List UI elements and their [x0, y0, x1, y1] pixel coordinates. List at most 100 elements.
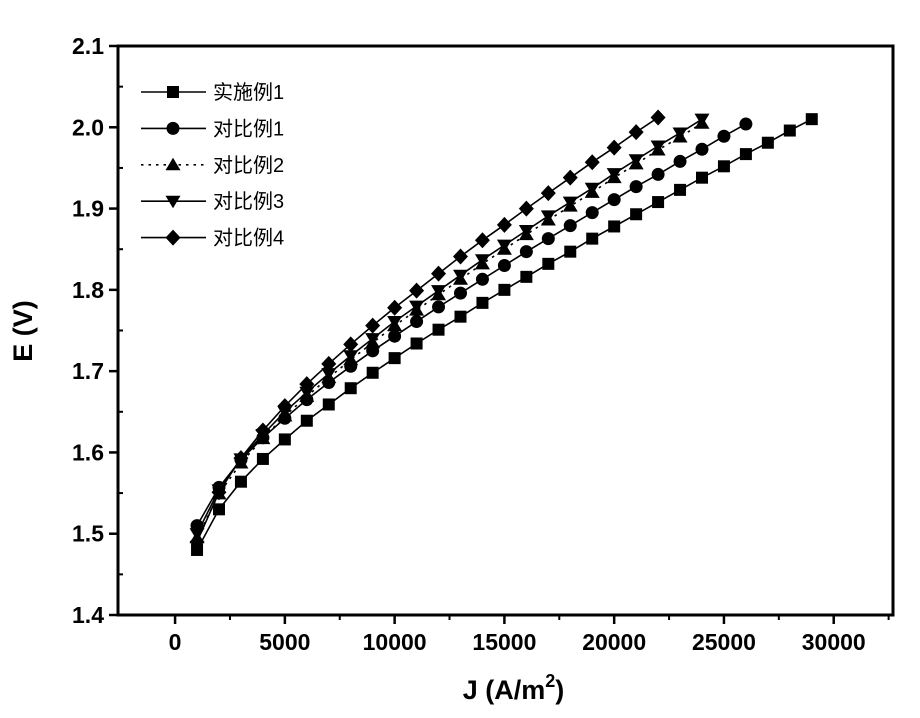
series-1-marker [673, 154, 687, 168]
series-4-marker [387, 299, 403, 316]
series-1-marker [717, 129, 731, 143]
y-tick-label: 1.4 [72, 602, 104, 628]
series-4-marker [211, 484, 227, 501]
y-tick-label: 2.1 [72, 33, 104, 59]
series-line-1 [196, 123, 747, 526]
x-tick-label: 10000 [363, 629, 427, 655]
series-1-marker [475, 272, 489, 286]
series-3-marker [628, 154, 644, 167]
series-1-marker [607, 193, 621, 207]
series-3-marker [672, 127, 688, 140]
series-0-marker [322, 398, 335, 411]
legend-label: 对比例2 [213, 154, 284, 177]
series-3-marker [409, 300, 425, 314]
y-tick-label: 1.7 [72, 358, 104, 384]
series-1-marker [519, 245, 533, 259]
series-0-marker [805, 113, 818, 126]
y-tick-label: 1.8 [72, 277, 104, 303]
series-3-marker [540, 210, 556, 223]
series-0-marker [520, 270, 533, 283]
legend-marker-triangle-up [165, 157, 181, 171]
series-4-marker [606, 139, 622, 156]
series-4-marker [233, 450, 249, 467]
series-line-4 [196, 116, 659, 543]
x-tick-label: 15000 [472, 629, 536, 655]
series-0-marker [432, 323, 445, 336]
series-0-marker [498, 283, 511, 296]
series-3-marker [606, 168, 622, 181]
series-3-marker [694, 113, 710, 127]
legend-marker-triangle-down [165, 195, 181, 209]
x-tick-label: 20000 [582, 629, 646, 655]
series-0-marker [256, 452, 269, 465]
series-4-marker [343, 336, 359, 353]
series-4-marker [540, 185, 556, 202]
x-tick-label: 25000 [692, 629, 756, 655]
x-tick-label: 5000 [259, 629, 310, 655]
series-1-marker [563, 219, 577, 233]
series-0-marker [410, 337, 423, 350]
series-0-marker [608, 220, 621, 233]
series-4-marker [562, 169, 578, 186]
series-4-marker [299, 376, 315, 393]
series-0-marker [476, 296, 489, 309]
series-0-marker [761, 136, 774, 149]
series-0-marker [739, 148, 752, 161]
x-tick-label: 30000 [802, 629, 866, 655]
series-4-marker [409, 282, 425, 299]
legend-label: 对比例3 [213, 190, 284, 213]
series-1-marker [497, 258, 511, 272]
series-3-marker [562, 196, 578, 210]
legend-label: 对比例1 [213, 117, 284, 140]
series-3-marker [343, 350, 359, 363]
series-1-marker [541, 232, 555, 246]
series-3-marker [584, 182, 600, 196]
series-4-marker [321, 355, 337, 372]
series-1-marker [453, 286, 467, 300]
series-1-marker [388, 329, 402, 343]
series-0-marker [695, 171, 708, 184]
series-4-marker [277, 398, 293, 415]
series-0-marker [542, 257, 555, 270]
series-0-marker [586, 232, 599, 245]
series-1-marker [629, 180, 643, 194]
series-0-marker [783, 124, 796, 137]
series-3-marker [474, 254, 490, 267]
series-1-marker [695, 142, 709, 156]
series-0-marker [212, 503, 225, 516]
series-1-marker [410, 315, 424, 329]
series-0-marker [652, 196, 665, 209]
series-1-marker [739, 117, 753, 131]
legend-label: 实施例1 [213, 81, 284, 104]
series-4-marker [189, 533, 205, 550]
legend-marker-diamond [165, 229, 181, 246]
series-4-marker [365, 317, 381, 334]
series-0-marker [564, 245, 577, 258]
series-3-marker [452, 269, 468, 283]
series-line-0 [196, 118, 813, 551]
series-3-marker [496, 239, 512, 253]
y-tick-label: 1.9 [72, 196, 104, 222]
series-0-marker [344, 382, 357, 395]
series-4-marker [496, 216, 512, 233]
series-4-marker [584, 154, 600, 171]
series-0-marker [674, 183, 687, 196]
series-line-3 [196, 118, 703, 535]
series-0-marker [366, 366, 379, 379]
series-4-marker [628, 124, 644, 141]
y-axis-label: E (V) [8, 300, 38, 362]
series-4-marker [518, 200, 534, 217]
x-tick-label: 0 [169, 629, 182, 655]
series-4-marker [431, 265, 447, 282]
series-0-marker [630, 208, 643, 221]
series-4-marker [452, 248, 468, 265]
series-0-marker [388, 352, 401, 365]
series-3-marker [650, 140, 666, 153]
y-tick-label: 1.5 [72, 521, 104, 547]
series-1-marker [432, 300, 446, 314]
series-0-marker [717, 160, 730, 173]
series-line-2 [196, 122, 703, 539]
series-3-marker [518, 225, 534, 238]
